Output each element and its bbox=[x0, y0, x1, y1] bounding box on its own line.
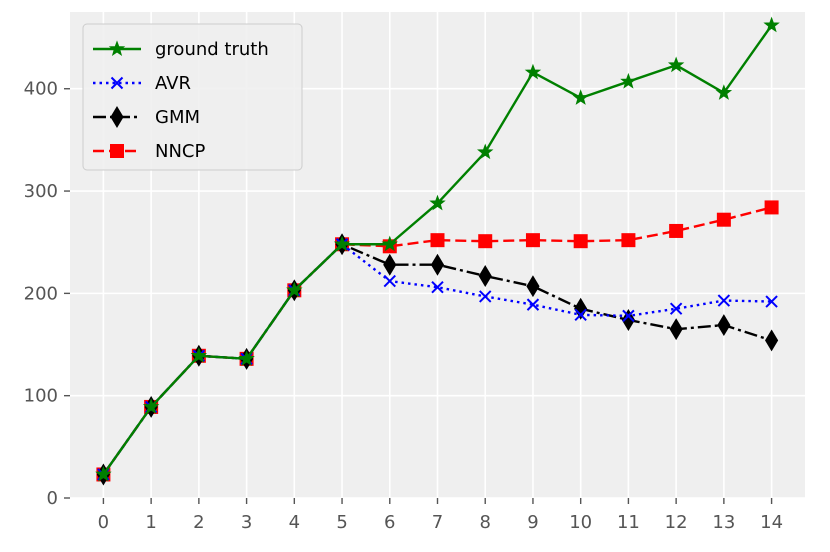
x-tick-label: 6 bbox=[384, 512, 395, 533]
x-tick-label: 8 bbox=[480, 512, 491, 533]
data-point bbox=[95, 465, 112, 482]
data-point bbox=[381, 235, 398, 252]
data-point bbox=[524, 63, 542, 80]
y-tick-label: 400 bbox=[24, 79, 58, 100]
series-layer bbox=[95, 16, 780, 486]
data-point bbox=[621, 233, 636, 248]
x-tick-label: 9 bbox=[527, 512, 538, 533]
data-point bbox=[238, 350, 255, 366]
legend: ground truth AVR GMM NNCP bbox=[82, 23, 303, 171]
legend-marker-avr bbox=[110, 76, 124, 90]
data-point bbox=[715, 84, 733, 100]
data-point bbox=[526, 298, 540, 311]
x-tick-label: 5 bbox=[336, 512, 347, 533]
data-point bbox=[478, 234, 493, 249]
legend-label-nncp: NNCP bbox=[155, 141, 205, 162]
y-tick-label: 300 bbox=[24, 181, 58, 202]
x-tick-label: 12 bbox=[665, 512, 688, 533]
data-point bbox=[430, 253, 445, 276]
y-tick-label: 100 bbox=[24, 386, 58, 407]
x-tick-label: 3 bbox=[241, 512, 252, 533]
x-tick-label: 14 bbox=[760, 512, 783, 533]
data-point bbox=[478, 265, 492, 287]
x-axis-ticks: 0 1 2 3 4 5 6 7 8 9 10 11 12 13 14 bbox=[98, 498, 783, 533]
data-point bbox=[431, 281, 444, 294]
x-tick-label: 10 bbox=[569, 512, 592, 533]
data-point bbox=[667, 56, 685, 73]
data-point bbox=[574, 297, 588, 320]
data-point bbox=[622, 309, 635, 323]
data-point bbox=[669, 223, 684, 238]
x-tick-label: 11 bbox=[617, 512, 640, 533]
legend-box bbox=[82, 23, 303, 171]
legend-marker-ground-truth bbox=[108, 40, 126, 56]
data-point bbox=[477, 143, 494, 160]
x-tick-label: 7 bbox=[432, 512, 443, 533]
series-line-avr bbox=[102, 243, 772, 476]
data-point bbox=[574, 308, 587, 322]
legend-marker-gmm bbox=[110, 106, 124, 128]
data-point bbox=[383, 274, 396, 288]
data-point bbox=[572, 89, 589, 105]
data-point bbox=[526, 275, 540, 298]
data-point bbox=[620, 72, 637, 89]
data-point bbox=[142, 398, 160, 414]
data-point bbox=[573, 234, 588, 249]
legend-label-ground-truth: ground truth bbox=[155, 39, 269, 60]
data-point bbox=[429, 194, 446, 211]
data-point bbox=[669, 302, 683, 315]
x-tick-label: 4 bbox=[289, 512, 300, 533]
data-point bbox=[621, 308, 635, 331]
data-point bbox=[525, 233, 540, 248]
data-point bbox=[716, 212, 731, 227]
x-tick-label: 1 bbox=[145, 512, 156, 533]
data-point bbox=[765, 329, 779, 352]
x-tick-label: 2 bbox=[193, 512, 204, 533]
legend-marker-nncp bbox=[110, 144, 124, 158]
series-ground-truth bbox=[95, 16, 780, 482]
x-tick-label: 0 bbox=[98, 512, 109, 533]
data-point bbox=[286, 281, 303, 298]
data-point bbox=[383, 253, 397, 276]
legend-label-avr: AVR bbox=[155, 73, 191, 94]
data-point bbox=[717, 294, 731, 307]
data-point bbox=[717, 314, 731, 337]
data-point bbox=[479, 290, 492, 303]
y-tick-label: 0 bbox=[47, 488, 58, 509]
data-point bbox=[669, 318, 683, 341]
y-axis-ticks: 0 100 200 300 400 bbox=[24, 79, 70, 509]
data-point bbox=[190, 347, 208, 363]
legend-label-gmm: GMM bbox=[155, 107, 200, 128]
data-point bbox=[430, 233, 445, 248]
data-point bbox=[763, 16, 780, 33]
data-point bbox=[333, 235, 351, 252]
y-tick-label: 200 bbox=[24, 283, 58, 304]
data-point bbox=[765, 295, 778, 308]
data-point bbox=[764, 200, 779, 215]
x-tick-label: 13 bbox=[712, 512, 735, 533]
